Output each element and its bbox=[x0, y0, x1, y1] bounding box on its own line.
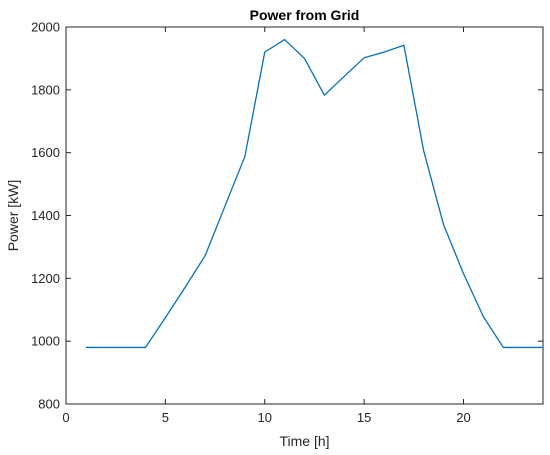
x-tick-label: 20 bbox=[456, 410, 470, 425]
series-line bbox=[85, 38, 543, 349]
plot-area bbox=[65, 26, 544, 405]
series-layer bbox=[85, 38, 544, 349]
y-tick-label: 2000 bbox=[31, 20, 60, 35]
chart-title: Power from Grid bbox=[250, 7, 360, 23]
y-axis-ticks: 800 1000 1200 1400 1600 1800 2000 bbox=[31, 20, 543, 412]
y-tick-label: 1200 bbox=[31, 271, 60, 286]
y-tick-label: 1400 bbox=[31, 208, 60, 223]
y-tick-label: 1000 bbox=[31, 334, 60, 349]
x-tick-label: 0 bbox=[62, 410, 69, 425]
x-tick-label: 10 bbox=[258, 410, 272, 425]
x-tick-label: 15 bbox=[357, 410, 371, 425]
x-axis-ticks: 0 5 10 15 20 bbox=[62, 27, 471, 425]
x-axis-label: Time [h] bbox=[279, 433, 329, 449]
y-tick-label: 1600 bbox=[31, 145, 60, 160]
x-tick-label: 5 bbox=[162, 410, 169, 425]
y-axis-label: Power [kW] bbox=[5, 180, 21, 252]
axes-box bbox=[65, 26, 544, 405]
y-tick-label: 1800 bbox=[31, 82, 60, 97]
y-tick-label: 800 bbox=[38, 397, 60, 412]
